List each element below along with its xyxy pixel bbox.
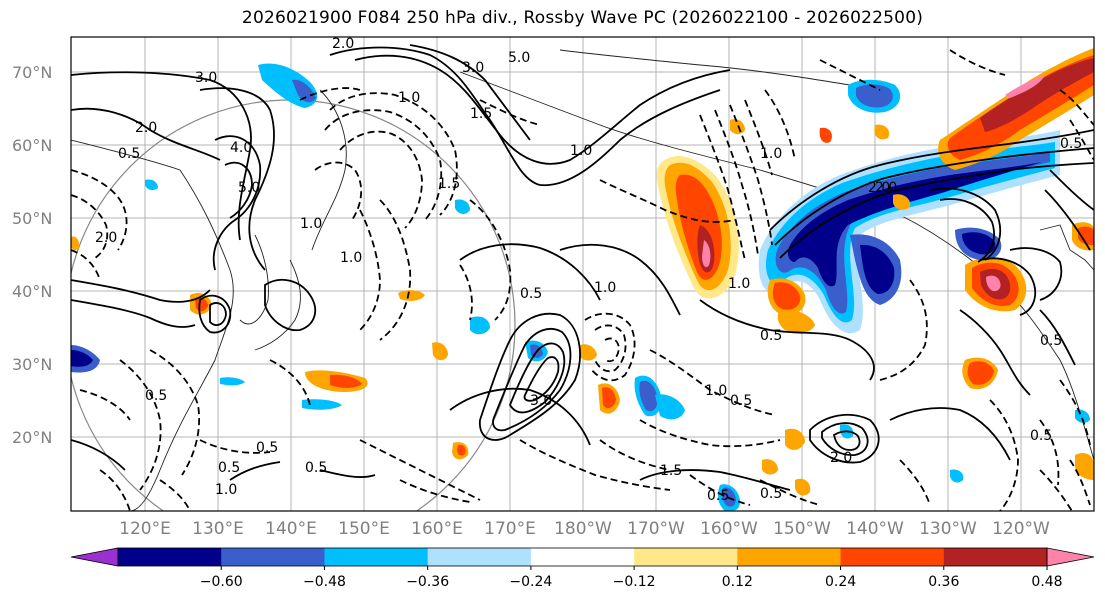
- map-title: 2026021900 F084 250 hPa div., Rossby Wav…: [241, 8, 924, 28]
- contour-label: 0.5: [520, 286, 542, 302]
- colorbar-tick-label: 0.24: [825, 574, 856, 590]
- contour-label: 0.5: [118, 146, 140, 162]
- contour-label: 3.0: [462, 60, 484, 76]
- latitude-labels: 70°N 60°N 50°N 40°N 30°N 20°N: [12, 63, 52, 447]
- contour-label: 2.0: [830, 450, 852, 466]
- lat-label: 30°N: [12, 355, 52, 374]
- colorbar-tick-label: 0.48: [1031, 574, 1062, 590]
- contour-label: 0.5: [1030, 428, 1052, 444]
- contour-label: 0.5: [760, 486, 782, 502]
- contour-label: 3.0: [195, 70, 217, 86]
- contour-label: 0.5: [145, 388, 167, 404]
- colorbar-tick-label: −0.48: [303, 574, 346, 590]
- contour-label: 1.0: [398, 90, 420, 106]
- lon-label: 140°W: [846, 519, 904, 539]
- colorbar-segment: [737, 548, 842, 566]
- contour-label: 1.0: [728, 276, 750, 292]
- contour-label: 1.0: [215, 482, 237, 498]
- lat-label: 60°N: [12, 136, 52, 155]
- contour-label: 1.5: [660, 463, 682, 479]
- lon-label: 160°W: [700, 519, 758, 539]
- colorbar-tick-label: 0.12: [722, 574, 753, 590]
- contour-label: 3.0: [530, 393, 552, 409]
- lon-label: 170°E: [484, 519, 536, 539]
- contour-label: 0.5: [256, 440, 278, 456]
- dashed-contours: [71, 49, 1094, 511]
- contour-label: 1.0: [340, 250, 362, 266]
- map-border: [70, 36, 1095, 512]
- contour-label: 5.0: [238, 180, 260, 196]
- colorbar-tick-label: −0.12: [613, 574, 656, 590]
- contour-label: 4.0: [230, 140, 252, 156]
- lat-label: 20°N: [12, 428, 52, 447]
- contour-label: 2.0: [95, 230, 117, 246]
- lon-label: 120°W: [992, 519, 1050, 539]
- contour-labels: 3.0 2.0 4.0 5.0 3.0 2.0 1.5 1.0 1.0 2.0 …: [95, 36, 1082, 504]
- map-content: 3.0 2.0 4.0 5.0 3.0 2.0 1.5 1.0 1.0 2.0 …: [71, 36, 1094, 511]
- lon-label: 180°W: [554, 519, 612, 539]
- colorbar-tick-label: 0.36: [928, 574, 959, 590]
- lat-label: 70°N: [12, 63, 52, 82]
- colorbar-segment: [634, 548, 738, 566]
- contour-label: 2.0: [875, 180, 897, 196]
- lon-label: 150°W: [773, 519, 831, 539]
- colorbar-border: [117, 547, 1048, 567]
- contour-label: 2.0: [332, 36, 354, 52]
- contour-label: 1.0: [760, 146, 782, 162]
- colorbar-segment: [840, 548, 945, 566]
- contour-label: 0.5: [218, 460, 240, 476]
- contour-label: 0.5: [730, 393, 752, 409]
- contour-label: 0.5: [305, 460, 327, 476]
- colorbar-segment: [118, 548, 222, 566]
- lat-label: 50°N: [12, 209, 52, 228]
- lon-label: 130°E: [192, 519, 244, 539]
- contour-label: 1.5: [438, 176, 460, 192]
- colorbar-segment: [221, 548, 325, 566]
- contour-label: 0.5: [707, 488, 729, 504]
- lon-label: 130°W: [919, 519, 977, 539]
- contour-label: 1.0: [570, 143, 592, 159]
- divergence-shading: [71, 48, 1094, 511]
- contour-label: 1.5: [470, 106, 492, 122]
- contour-label: 1.0: [300, 216, 322, 232]
- colorbar-segment: [324, 548, 429, 566]
- longitude-labels: 120°E 130°E 140°E 150°E 160°E 170°E 180°…: [119, 519, 1050, 539]
- colorbar-extend-low: [70, 547, 119, 567]
- colorbar-tick-label: −0.24: [509, 574, 552, 590]
- lon-label: 150°E: [338, 519, 390, 539]
- contour-label: 1.0: [594, 280, 616, 296]
- colorbar-segment: [943, 548, 1048, 566]
- contour-label: 0.5: [760, 328, 782, 344]
- lon-label: 170°W: [627, 519, 685, 539]
- colorbar: −0.60 −0.48 −0.36 −0.24 −0.12 0.12 0.24 0.36 0.4…: [70, 547, 1095, 590]
- colorbar-segment: [530, 548, 635, 566]
- colorbar-tick-label: −0.36: [406, 574, 449, 590]
- contour-label: 2.0: [868, 180, 890, 196]
- contour-label: 0.5: [1040, 333, 1062, 349]
- lat-label: 40°N: [12, 282, 52, 301]
- colorbar-segment: [427, 548, 532, 566]
- colorbar-extend-high: [1046, 547, 1095, 567]
- contour-label: 5.0: [508, 50, 530, 66]
- lon-label: 120°E: [119, 519, 171, 539]
- lon-label: 160°E: [411, 519, 463, 539]
- contour-label: 1.0: [705, 383, 727, 399]
- solid-contours: [71, 44, 1094, 491]
- colorbar-tick-label: −0.60: [200, 574, 243, 590]
- contour-label: 0.5: [1060, 136, 1082, 152]
- contour-label: 2.0: [135, 120, 157, 136]
- lon-label: 140°E: [265, 519, 317, 539]
